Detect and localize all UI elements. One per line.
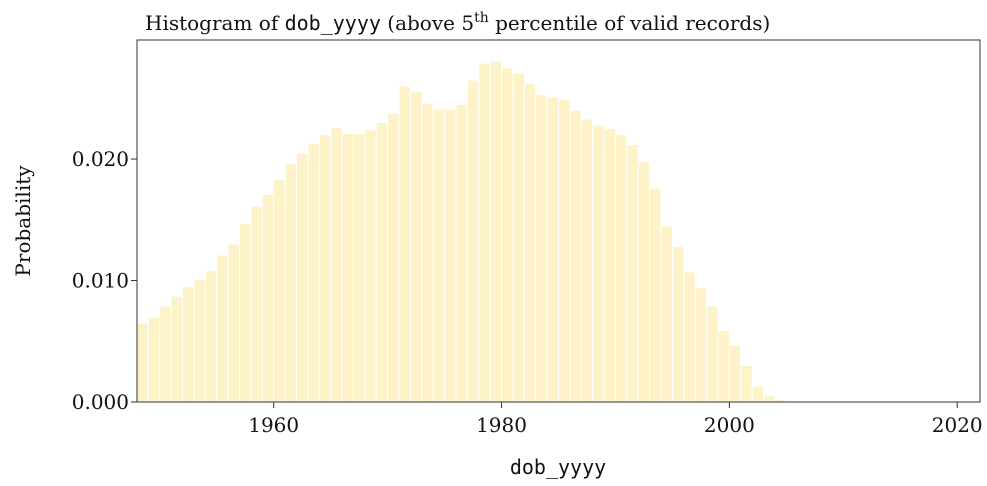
bar [387, 112, 400, 403]
y-tick-label: 0.000 [72, 390, 129, 414]
bar [535, 94, 548, 403]
x-tick-label: 2000 [704, 413, 755, 437]
bar [546, 96, 559, 403]
bar [193, 278, 206, 403]
bar [216, 254, 229, 403]
bar [136, 322, 149, 403]
bar [307, 142, 320, 403]
bar [352, 133, 366, 403]
bar [683, 271, 696, 403]
bar [592, 124, 605, 403]
bar [330, 126, 343, 403]
bar [375, 122, 389, 403]
bar [569, 109, 582, 403]
bar [501, 67, 514, 403]
y-tick-label: 0.010 [72, 269, 129, 293]
bar [227, 243, 241, 403]
bar [444, 108, 457, 403]
bar [728, 344, 742, 403]
title-part: Histogram of [145, 11, 285, 35]
bar [694, 287, 708, 403]
title-part: percentile of valid records) [489, 11, 771, 35]
bar [364, 129, 377, 403]
x-tick-label: 1960 [248, 413, 299, 437]
bar [706, 305, 719, 403]
bar [170, 295, 184, 403]
bar [603, 128, 616, 403]
bar [489, 60, 503, 403]
x-tick-label: 1980 [476, 413, 527, 437]
bar [147, 316, 161, 403]
bar [626, 143, 639, 403]
bar [649, 187, 662, 403]
bar [751, 385, 765, 403]
bar [409, 90, 423, 403]
x-tick-label: 2020 [932, 413, 983, 437]
title-part: dob_yyyy [285, 11, 381, 35]
bar [204, 270, 218, 403]
bar [341, 133, 354, 403]
x-axis-label: dob_yyyy [510, 455, 606, 479]
bar [273, 179, 286, 403]
bar [717, 329, 730, 403]
bar [763, 395, 776, 403]
bar [421, 102, 434, 403]
bar [637, 160, 651, 403]
bar [523, 83, 537, 403]
bar [466, 79, 480, 403]
title-part: (above 5 [381, 11, 474, 35]
bar [455, 103, 468, 403]
bar [261, 193, 275, 403]
bar [318, 134, 332, 403]
plot-frame [136, 39, 981, 403]
bar [250, 205, 263, 403]
bar [478, 62, 491, 403]
bar [182, 286, 195, 403]
bar [671, 246, 685, 403]
bar [295, 152, 309, 403]
bar [740, 365, 753, 403]
bar [512, 72, 525, 403]
bar [558, 99, 571, 403]
bar [159, 305, 172, 403]
bar [239, 222, 252, 403]
bar [614, 134, 628, 403]
y-tick-label: 0.020 [72, 147, 129, 171]
bar [580, 118, 594, 403]
bar [284, 163, 297, 403]
bar [398, 85, 411, 403]
y-axis-label: Probability [11, 165, 35, 277]
title-part: th [474, 10, 489, 26]
bar [660, 225, 673, 403]
chart-title: Histogram of dob_yyyy (above 5th percent… [145, 10, 770, 35]
bar [432, 108, 446, 403]
